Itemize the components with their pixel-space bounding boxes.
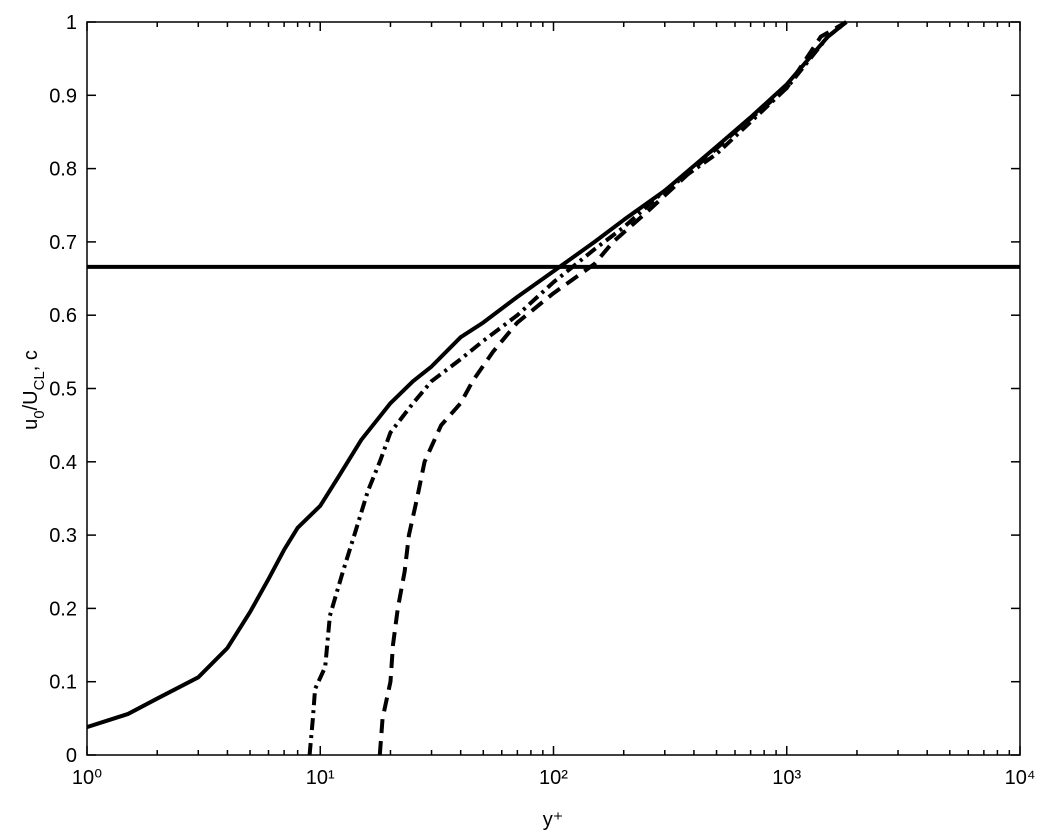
y-label-part: /U xyxy=(20,390,42,410)
y-tick-label: 0.5 xyxy=(49,379,77,401)
plot-frame xyxy=(86,21,1021,756)
x-tick-label: 10⁰ xyxy=(72,767,102,789)
x-tick-label: 10¹ xyxy=(306,767,335,789)
y-label-sub: CL xyxy=(31,371,48,390)
y-tick-label: 0 xyxy=(66,745,77,767)
y-label-part: u xyxy=(20,419,42,430)
y-tick-label: 0.4 xyxy=(49,452,77,474)
series-line xyxy=(307,20,848,755)
y-tick-label: 1 xyxy=(66,12,77,34)
y-tick-label: 0.7 xyxy=(49,232,77,254)
x-tick-label: 10³ xyxy=(772,767,801,789)
y-tick-label: 0.1 xyxy=(49,672,77,694)
series-line xyxy=(377,20,848,755)
x-tick-label: 10⁴ xyxy=(1005,767,1036,789)
series-line xyxy=(87,20,848,730)
y-axis-label: u0/UCL, c xyxy=(20,350,48,430)
x-tick-label: 10² xyxy=(539,767,568,789)
y-tick-label: 0.9 xyxy=(49,85,77,107)
y-tick-label: 0.2 xyxy=(49,598,77,620)
y-label-part: , c xyxy=(20,350,42,371)
y-label-sub: 0 xyxy=(31,410,48,418)
y-tick-label: 0.6 xyxy=(49,305,77,327)
x-axis-label: y⁺ xyxy=(543,809,564,831)
y-tick-label: 0.8 xyxy=(49,159,77,181)
y-tick-label: 0.3 xyxy=(49,525,77,547)
